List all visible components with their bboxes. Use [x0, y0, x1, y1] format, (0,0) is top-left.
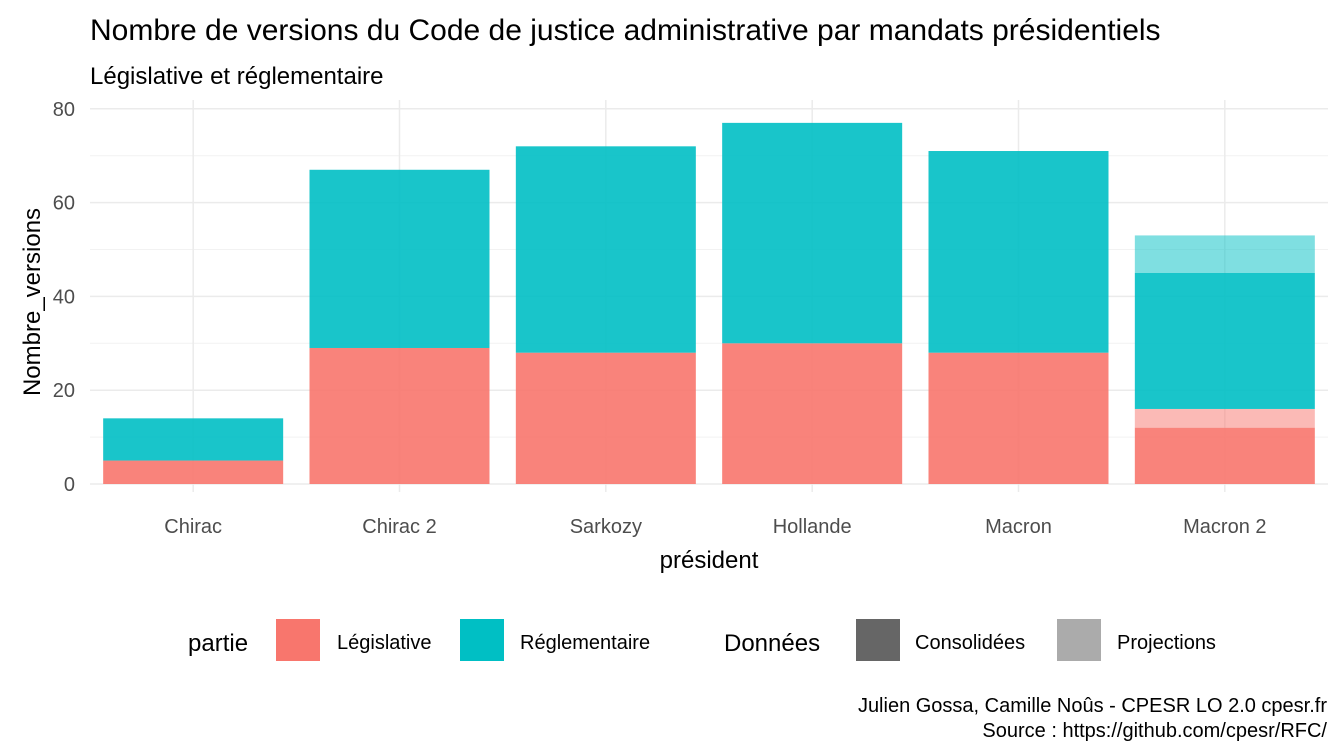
- x-tick-label: Macron: [985, 516, 1052, 538]
- y-axis-ticks: 0 20 40 60 80: [53, 99, 75, 496]
- bar-legislative-consolidees: [103, 460, 284, 484]
- legend-swatch-reglementaire: [460, 619, 504, 661]
- legend-swatch-legislative: [276, 619, 320, 661]
- x-axis-label: président: [660, 547, 759, 574]
- legend-swatch-consolidees: [856, 619, 900, 661]
- bars: [103, 122, 1315, 484]
- y-tick-label: 0: [64, 474, 75, 496]
- x-tick-label: Sarkozy: [570, 516, 642, 538]
- y-axis-label: Nombre_versions: [19, 208, 46, 396]
- legend-label-projections: Projections: [1117, 632, 1216, 654]
- legend-swatch-projections: [1057, 619, 1101, 661]
- caption-source: Source : https://github.com/cpesr/RFC/: [982, 720, 1327, 742]
- x-tick-label: Chirac: [164, 516, 222, 538]
- x-tick-label: Chirac 2: [362, 516, 436, 538]
- bar-legislative-projections: [1134, 408, 1315, 428]
- x-tick-label: Macron 2: [1183, 516, 1266, 538]
- bar-legislative-consolidees: [515, 352, 696, 484]
- y-tick-label: 80: [53, 99, 75, 121]
- bar-legislative-consolidees: [309, 347, 490, 484]
- bar-legislative-consolidees: [928, 352, 1109, 484]
- legend: partie Législative Réglementaire Données…: [188, 619, 1216, 661]
- bar-reglementaire-consolidees: [103, 418, 284, 461]
- y-tick-label: 60: [53, 193, 75, 215]
- y-tick-label: 40: [53, 286, 75, 308]
- bar-reglementaire-projections: [1134, 235, 1315, 273]
- legend-title-partie: partie: [188, 630, 248, 657]
- legend-title-donnees: Données: [724, 630, 820, 657]
- bar-legislative-consolidees: [1134, 427, 1315, 484]
- bar-reglementaire-consolidees: [1134, 272, 1315, 409]
- legend-label-consolidees: Consolidées: [915, 632, 1025, 654]
- bar-reglementaire-consolidees: [515, 146, 696, 353]
- x-tick-label: Hollande: [773, 516, 852, 538]
- chart-title: Nombre de versions du Code de justice ad…: [90, 14, 1161, 47]
- bar-reglementaire-consolidees: [309, 169, 490, 348]
- x-axis-ticks: Chirac Chirac 2 Sarkozy Hollande Macron Macro…: [164, 516, 1266, 538]
- bar-reglementaire-consolidees: [928, 151, 1109, 353]
- chart-subtitle: Législative et réglementaire: [90, 63, 384, 90]
- bar-legislative-consolidees: [722, 343, 903, 484]
- legend-label-legislative: Législative: [337, 632, 432, 654]
- y-tick-label: 20: [53, 380, 75, 402]
- bar-reglementaire-consolidees: [722, 122, 903, 344]
- caption-credits: Julien Gossa, Camille Noûs - CPESR LO 2.…: [858, 695, 1327, 717]
- legend-label-reglementaire: Réglementaire: [520, 632, 650, 654]
